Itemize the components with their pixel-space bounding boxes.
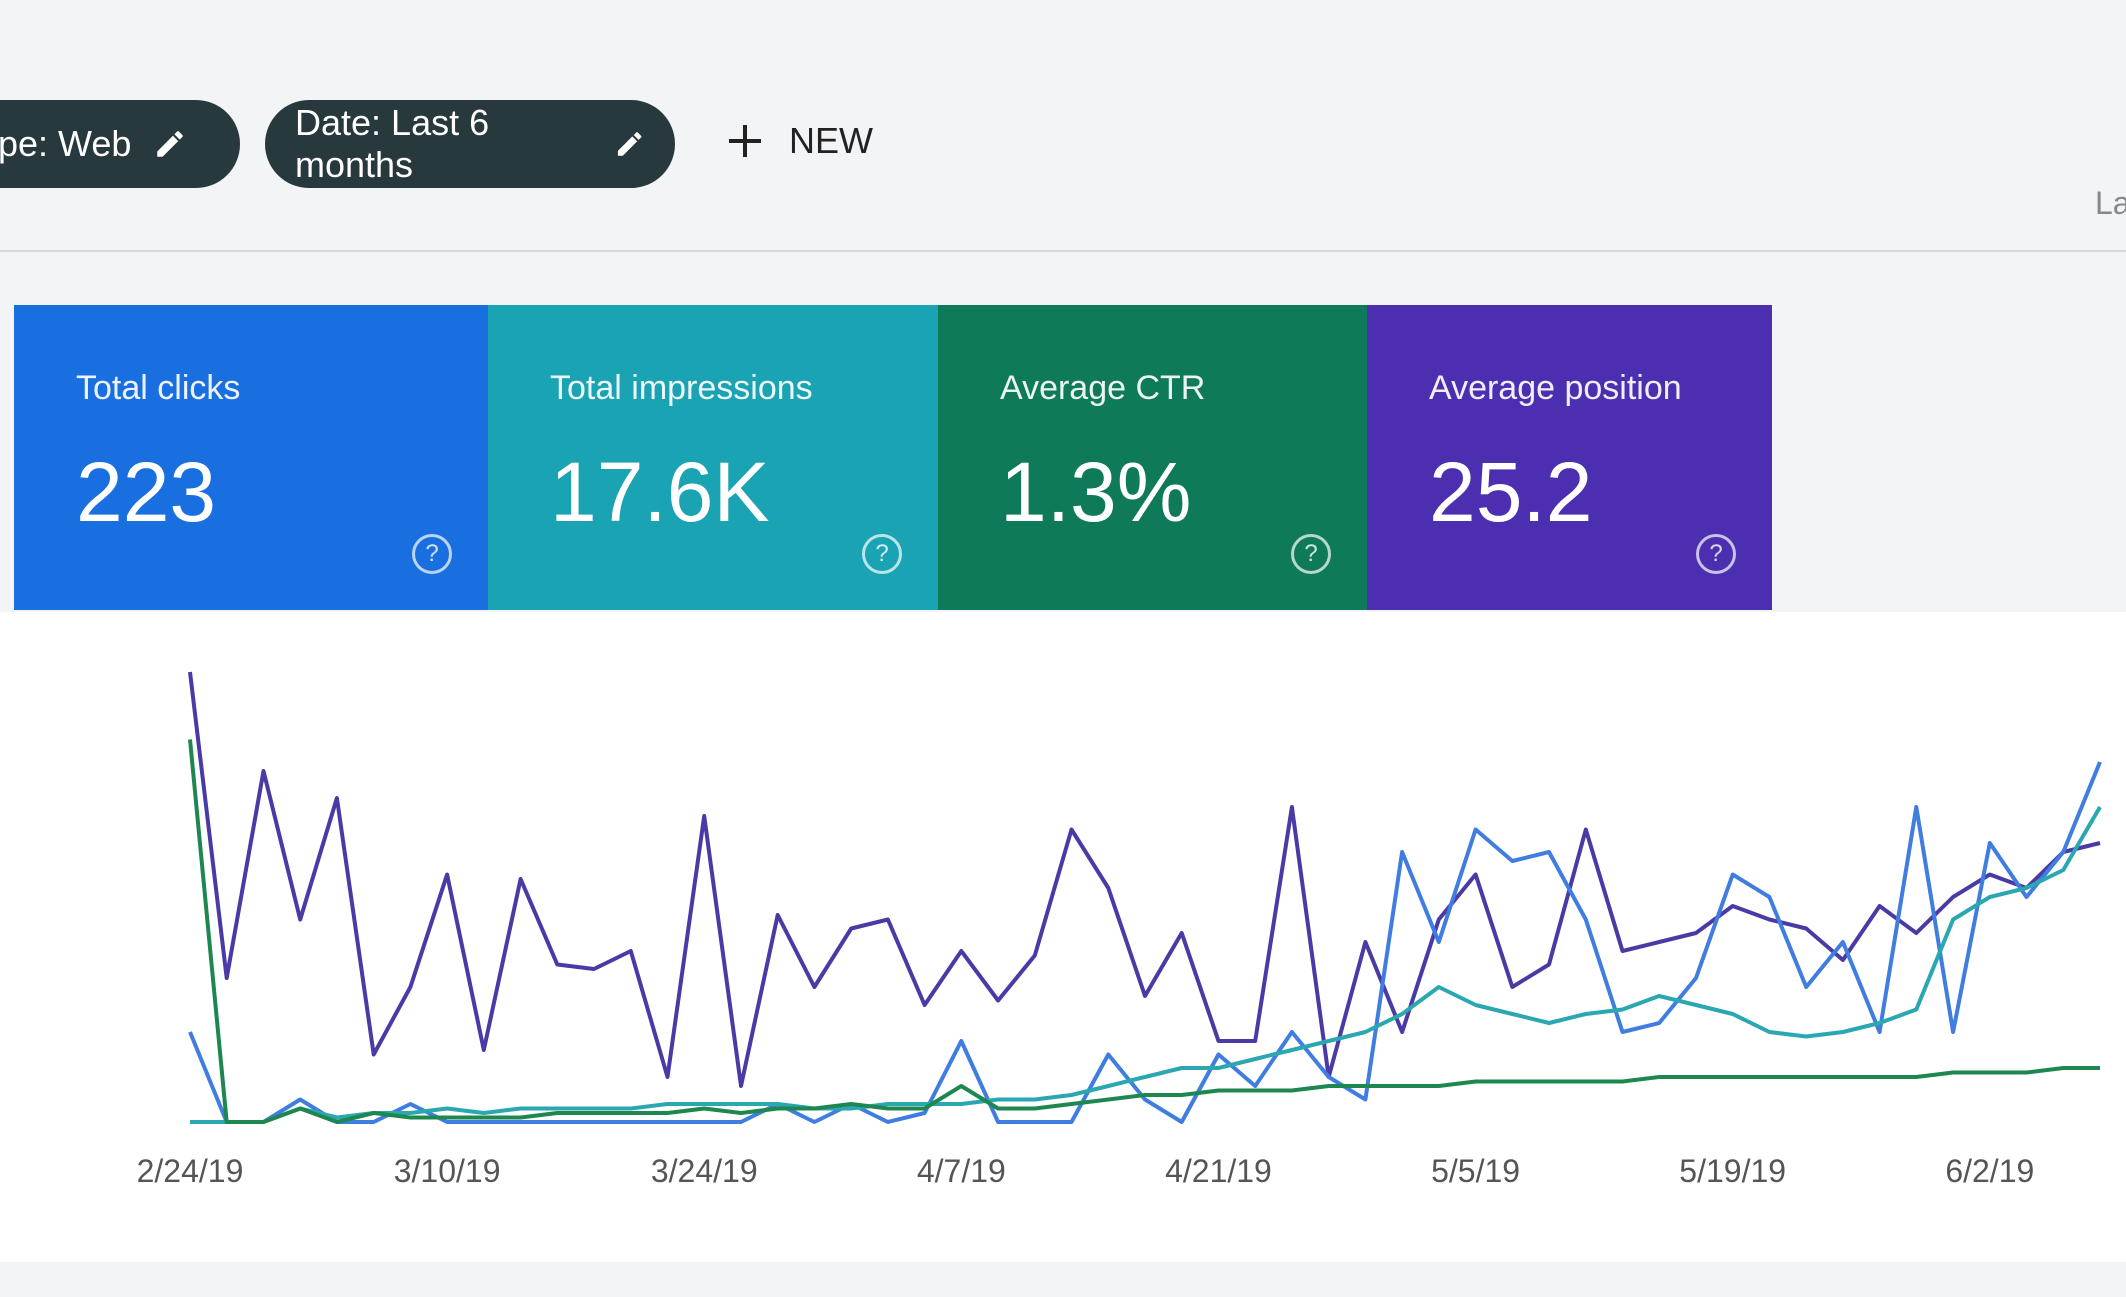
x-tick-label: 5/5/19 [1431,1153,1520,1189]
chart: 2/24/19 3/10/19 3/24/19 4/7/19 4/21/19 5/5/19… [0,612,2126,1262]
metric-value: 25.2 [1429,445,1593,539]
toolbar: type: Web Date: Last 6 months NEW La [0,0,2126,252]
metric-title: Total impressions [550,369,813,407]
x-tick-label: 5/19/19 [1679,1153,1786,1189]
help-icon[interactable]: ? [1291,534,1331,574]
x-tick-label: 4/7/19 [917,1153,1006,1189]
help-icon[interactable]: ? [412,534,452,574]
x-tick-label: 3/24/19 [651,1153,758,1189]
metric-value: 1.3% [1000,445,1192,539]
filter-chip[interactable]: Date: Last 6 months [265,100,675,188]
plus-icon [729,125,761,157]
series-line [190,805,2102,1124]
new-button[interactable]: NEW [725,120,873,162]
metric-card[interactable]: Total clicks 223? [14,305,488,610]
metric-card[interactable]: Average position 25.2? [1367,305,1772,610]
chart-panel [0,612,2126,1262]
edit-icon [157,131,184,157]
metric-card[interactable]: Total impressions 17.6K? [488,305,938,610]
metric-value: 17.6K [550,445,770,539]
filter-label: Date: Last 6 months [295,102,490,185]
help-icon[interactable]: ? [862,534,902,574]
filter-label: type: Web [0,123,132,164]
metric-title: Total clicks [76,369,241,407]
series-line [188,739,2100,1124]
metric-title: Average CTR [1000,369,1206,407]
x-tick-label: 6/2/19 [1945,1153,2034,1189]
filter-chip[interactable]: type: Web [0,100,240,188]
series-line [188,761,2102,1124]
help-icon[interactable]: ? [1696,534,1736,574]
metric-value: 223 [76,445,217,539]
metric-card[interactable]: Average CTR 1.3%? [938,305,1367,610]
x-tick-label: 4/21/19 [1165,1153,1272,1189]
new-label: NEW [789,120,873,161]
header-right: La [2095,185,2126,221]
x-tick-label: 2/24/19 [137,1153,244,1189]
edit-icon [617,132,642,156]
x-tick-label: 3/10/19 [394,1153,501,1189]
metric-title: Average position [1429,369,1682,407]
